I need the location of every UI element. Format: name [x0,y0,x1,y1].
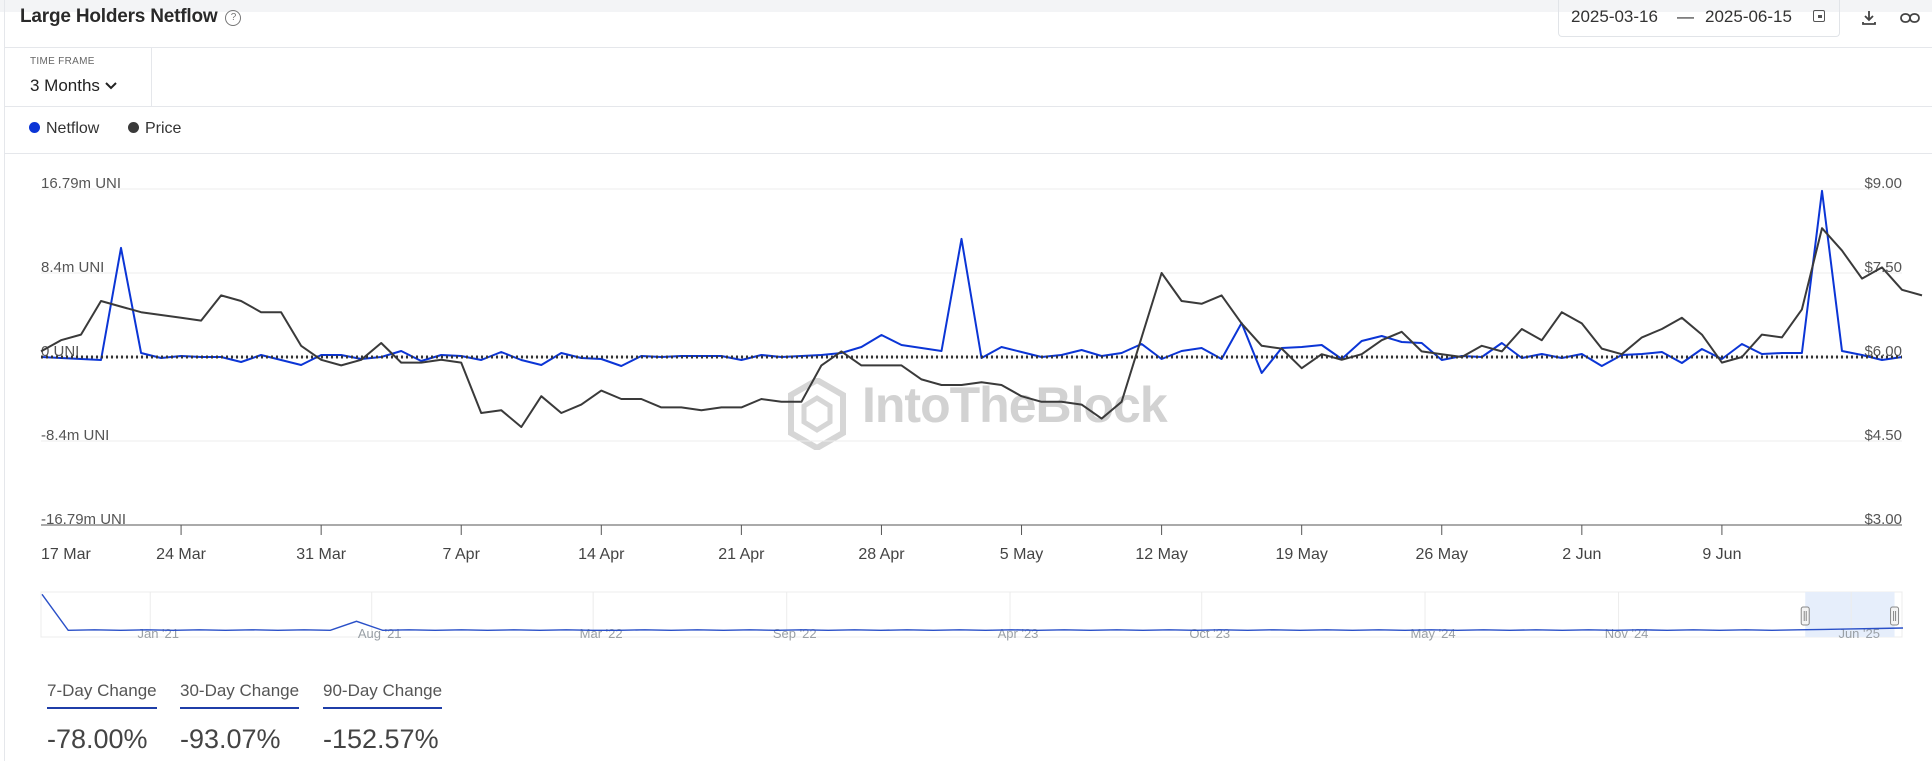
range-navigator: Jan '21 Aug '21 Mar '22 Sep '22 Apr '23 Oct '… [40,591,1904,641]
x-axis-tick-label: 24 Mar [156,546,206,563]
netflow-chart: 16.79m UNI $9.008.4m UNI $7.500 UNI $6.00-8… [40,175,1923,641]
x-axis-tick-label: 7 Apr [443,546,481,563]
divider [4,106,1932,107]
top-strip [0,0,1932,12]
series-line-price [40,227,1923,428]
date-range-picker[interactable]: 2025-03-16 — 2025-06-15 [1558,0,1840,37]
x-axis-tick-label: 26 May [1416,546,1468,563]
stat-30-day-value: -93.07% [180,724,281,754]
x-axis-tick-label: 12 May [1135,546,1187,563]
legend-label: Netflow [46,120,100,137]
timeframe-value: 3 Months [30,76,100,95]
navigator-label: May '24 [1410,626,1455,641]
x-axis-tick-label: 31 Mar [296,546,346,563]
x-axis-tick-label: 19 May [1275,546,1327,563]
date-separator: — [1677,7,1694,26]
navigator-label: Oct '23 [1189,626,1230,641]
timeframe-label: TIME FRAME [30,56,95,67]
calendar-icon[interactable] [1813,10,1825,22]
legend-dot-icon [128,122,139,133]
title-text: Large Holders Netflow [20,6,218,27]
navigator-label: Mar '22 [580,626,623,641]
left-axis-tick-label: -8.4m UNI [41,427,109,444]
tab-30-day-change[interactable]: 30-Day Change [180,681,300,709]
legend-price[interactable]: Price [128,120,181,138]
chevron-down-icon [104,82,117,90]
navigator-label: Aug '21 [358,626,402,641]
x-axis-tick-label: 5 May [1000,546,1044,563]
navigator-label: Sep '22 [773,626,817,641]
navigator-label: Jan '21 [137,626,179,641]
right-axis-tick-label: $3.00 [1864,511,1902,528]
link-icon[interactable] [1899,8,1920,28]
navigator-series-line [41,593,1904,632]
x-axis-tick-label: 14 Apr [578,546,625,563]
navigator-handle[interactable] [1890,606,1900,626]
right-axis-tick-label: $9.00 [1864,175,1902,192]
navigator-handle[interactable] [1800,606,1810,626]
x-axis-tick-label: 21 Apr [718,546,765,563]
stat-90-day-value: -152.57% [323,724,439,754]
x-axis-tick-label: 9 Jun [1702,546,1741,563]
download-icon[interactable] [1859,8,1879,28]
navigator-label: Nov '24 [1605,626,1649,641]
series-line-netflow [40,189,1903,374]
left-axis-tick-label: -16.79m UNI [41,511,126,528]
divider [4,47,1932,48]
intotheblock-logo-icon [788,378,846,450]
tab-7-day-change[interactable]: 7-Day Change [47,681,157,709]
left-axis-tick-label: 8.4m UNI [41,259,104,276]
help-icon[interactable]: ? [225,10,242,26]
x-axis-tick-label: 2 Jun [1562,546,1601,563]
tab-90-day-change[interactable]: 90-Day Change [323,681,443,709]
legend-label: Price [145,120,182,137]
navigator-label: Apr '23 [998,626,1039,641]
legend-netflow[interactable]: Netflow [29,120,99,138]
date-to: 2025-06-15 [1705,7,1792,26]
x-axis-tick-label: 17 Mar [41,546,91,563]
timeframe-select[interactable]: 3 Months [30,76,117,96]
navigator-label: Jun '25 [1838,626,1880,641]
chart-card [4,0,1932,761]
legend-dot-icon [29,122,40,133]
left-axis-tick-label: 0 UNI [41,343,79,360]
page-title: Large Holders Netflow? [20,6,242,28]
date-from: 2025-03-16 [1571,7,1658,26]
stat-7-day-value: -78.00% [47,724,148,754]
divider [4,153,1932,154]
right-axis-tick-label: $4.50 [1864,427,1902,444]
divider [151,48,152,106]
left-axis-tick-label: 16.79m UNI [41,175,121,192]
x-axis-tick-label: 28 Apr [858,546,905,563]
